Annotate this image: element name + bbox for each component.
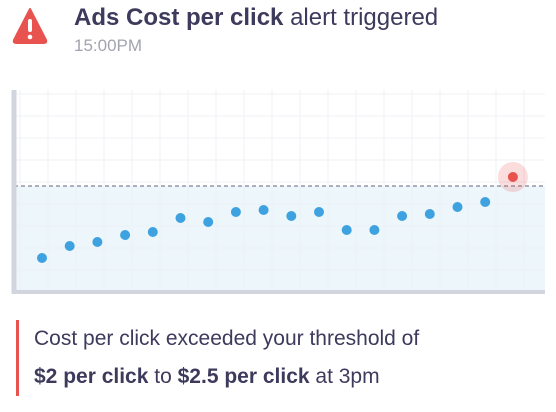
point [175,213,186,223]
point [286,211,297,221]
point [203,217,214,227]
point [258,205,269,215]
alert-message: Cost per click exceeded your threshold o… [16,320,419,396]
alert-time: 15:00PM [74,36,143,55]
point [147,227,158,237]
threshold-area [14,186,545,290]
point [230,207,241,217]
point [480,197,491,207]
connector: to [154,365,172,388]
alert-point [507,172,518,182]
point [92,237,103,247]
alert-title: Ads Cost per click alert triggered [74,4,438,32]
new-value: $2.5 per click [177,365,310,388]
point [369,225,380,235]
old-threshold: $2 per click [34,365,149,388]
point [64,241,75,251]
metric-name: Ads Cost per click [74,4,284,31]
point [37,253,47,263]
point [341,225,352,235]
title-rest: alert triggered [290,4,439,31]
message-line: Cost per click exceeded your threshold o… [34,327,420,350]
point [424,209,435,219]
point [120,230,131,240]
point [314,207,324,217]
point [452,202,463,212]
time-suffix: at 3pm [315,365,380,388]
point [397,211,408,221]
warning-icon [12,8,48,44]
message-line: $2 per click to $2.5 per click at 3pm [34,358,419,396]
chart [11,90,545,294]
